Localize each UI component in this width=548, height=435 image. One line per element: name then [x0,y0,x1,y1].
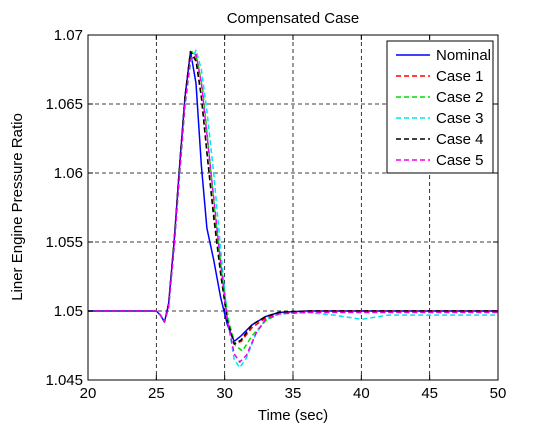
legend-label-5: Case 5 [436,152,484,169]
x-tick-label: 50 [490,385,507,402]
y-tick-label: 1.065 [45,96,83,113]
legend-label-4: Case 4 [436,131,484,148]
x-tick-label: 20 [80,385,97,402]
x-tick-labels: 20 25 30 35 40 45 50 [80,385,507,402]
legend-box [386,40,494,174]
y-tick-label: 1.045 [45,372,83,389]
x-tick-label: 40 [353,385,370,402]
y-tick-labels: 1.045 1.05 1.055 1.06 1.065 1.07 [45,27,83,389]
x-tick-label: 30 [216,385,233,402]
y-axis-label: Liner Engine Pressure Ratio [9,113,26,301]
series-line-5 [88,53,498,363]
chart-title: Compensated Case [227,10,360,27]
legend-label-1: Case 1 [436,68,484,85]
y-tick-label: 1.05 [54,303,83,320]
x-axis-label: Time (sec) [258,407,328,424]
y-tick-label: 1.07 [54,27,83,44]
y-tick-label: 1.06 [54,165,83,182]
legend-label-2: Case 2 [436,89,484,106]
legend: Nominal Case 1 Case 2 Case 3 Case 4 Case 5 [386,40,494,174]
y-tick-label: 1.055 [45,234,83,251]
x-tick-label: 25 [148,385,165,402]
series-layer [88,49,498,369]
tick-marks [87,34,499,381]
x-tick-label: 35 [285,385,302,402]
x-tick-label: 45 [421,385,438,402]
legend-label-0: Nominal [436,47,491,64]
legend-label-3: Case 3 [436,110,484,127]
